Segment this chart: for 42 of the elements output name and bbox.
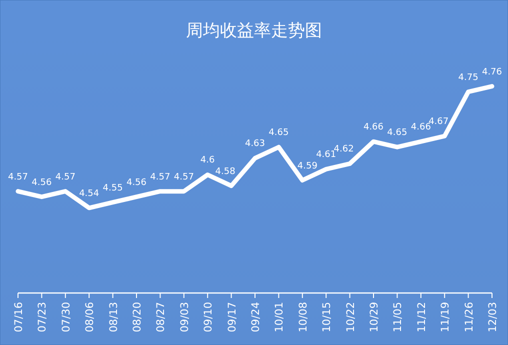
data-label: 4.63 bbox=[244, 139, 266, 150]
x-tick-label: 11/12 bbox=[416, 302, 428, 332]
x-tick-label: 11/19 bbox=[440, 302, 452, 332]
data-label: 4.61 bbox=[316, 150, 336, 160]
data-label: 4.56 bbox=[126, 178, 147, 188]
x-tick-label: 09/24 bbox=[250, 302, 262, 332]
x-tick-label: 10/29 bbox=[368, 302, 380, 332]
x-tick-label: 11/26 bbox=[463, 302, 476, 332]
x-tick-label: 08/13 bbox=[108, 302, 120, 332]
data-label: 4.76 bbox=[482, 67, 502, 78]
data-label: 4.58 bbox=[215, 166, 236, 177]
x-tick-label: 10/01 bbox=[274, 302, 286, 332]
data-label: 4.55 bbox=[102, 183, 123, 194]
x-tick-label: 10/08 bbox=[297, 302, 310, 332]
data-label: 4.66 bbox=[410, 122, 432, 133]
data-label: 4.75 bbox=[458, 72, 478, 83]
x-tick-label: 09/03 bbox=[178, 302, 191, 332]
data-label: 4.57 bbox=[55, 172, 76, 182]
x-tick-label: 08/27 bbox=[155, 302, 168, 332]
data-label: 4.66 bbox=[363, 122, 384, 133]
data-label: 4.65 bbox=[268, 128, 289, 138]
x-tick-label: 07/23 bbox=[36, 302, 49, 332]
x-tick-label: 11/05 bbox=[392, 302, 404, 332]
data-label: 4.54 bbox=[79, 188, 100, 199]
x-tick-label: 07/16 bbox=[13, 302, 25, 332]
x-tick-label: 10/22 bbox=[344, 302, 357, 332]
data-label: 4.56 bbox=[32, 178, 52, 188]
x-tick-label: 08/06 bbox=[84, 302, 96, 332]
data-label: 4.57 bbox=[150, 172, 170, 182]
x-tick-label: 07/30 bbox=[60, 302, 72, 332]
data-label: 4.62 bbox=[334, 144, 354, 155]
chart-title: 周均收益率走势图 bbox=[186, 21, 322, 41]
x-tick-label: 09/17 bbox=[226, 302, 238, 332]
data-label: 4.57 bbox=[174, 172, 194, 182]
x-tick-label: 08/20 bbox=[132, 302, 144, 332]
data-label: 4.59 bbox=[297, 161, 318, 172]
data-label: 4.65 bbox=[387, 128, 408, 138]
data-label: 4.57 bbox=[8, 172, 28, 182]
data-label: 4.6 bbox=[200, 156, 216, 166]
x-tick-label: 09/10 bbox=[202, 302, 215, 332]
x-tick-label: 10/15 bbox=[321, 302, 334, 332]
x-tick-label: 12/03 bbox=[487, 302, 499, 332]
